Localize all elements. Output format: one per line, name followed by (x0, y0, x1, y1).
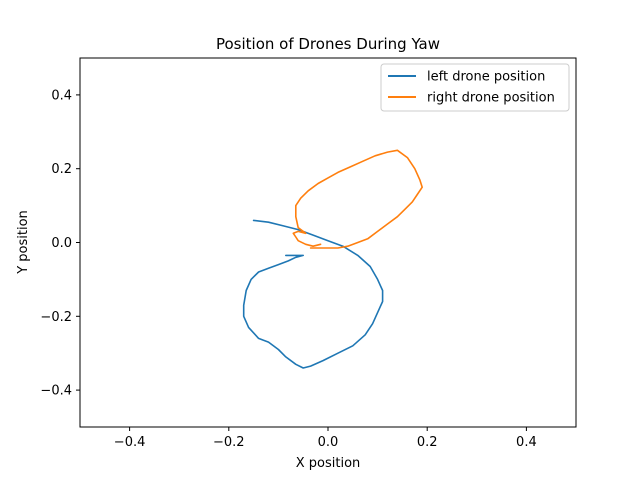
x-tick-label: −0.4 (114, 435, 146, 450)
plot-area (80, 58, 576, 427)
x-tick-label: 0.4 (516, 435, 537, 450)
legend-label-right-drone: right drone position (427, 91, 555, 106)
chart-title: Position of Drones During Yaw (216, 35, 440, 53)
y-tick-label: −0.2 (40, 310, 72, 325)
legend: left drone position right drone position (380, 63, 570, 112)
y-tick-label: −0.4 (40, 384, 72, 399)
x-tick-label: −0.2 (213, 435, 245, 450)
legend-box (380, 63, 570, 112)
series-line-left-drone (242, 219, 384, 369)
series-layer (242, 149, 424, 369)
series-line-right-drone (292, 149, 424, 249)
y-axis-ticks: −0.4 −0.2 0.0 0.2 0.4 (40, 88, 80, 399)
y-tick-label: 0.2 (51, 162, 72, 177)
x-axis-label: X position (296, 456, 361, 471)
legend-label-left-drone: left drone position (427, 70, 545, 85)
x-tick-label: 0.0 (318, 435, 339, 450)
y-axis-label: Y position (16, 210, 31, 275)
x-axis-ticks: −0.4 −0.2 0.0 0.2 0.4 (114, 427, 537, 450)
y-tick-label: 0.4 (51, 88, 72, 103)
x-tick-label: 0.2 (417, 435, 438, 450)
y-tick-label: 0.0 (51, 236, 72, 251)
